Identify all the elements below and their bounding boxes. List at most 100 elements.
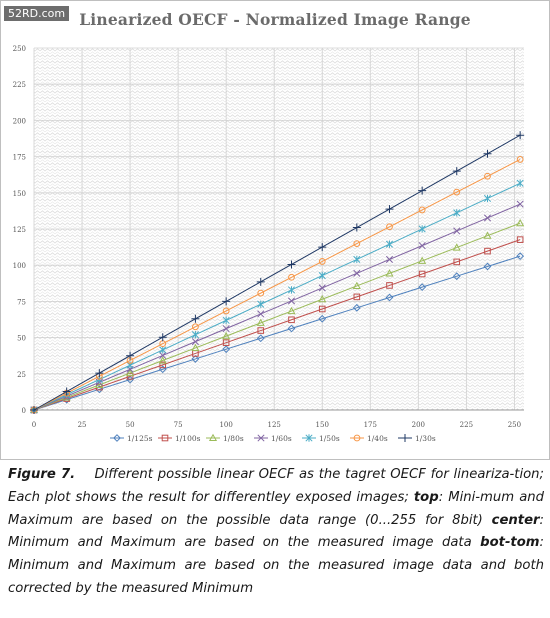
data-point xyxy=(385,205,394,214)
data-point xyxy=(318,314,327,323)
x-tick-label: 125 xyxy=(268,421,281,429)
data-point xyxy=(353,255,361,264)
data-point xyxy=(483,194,492,203)
legend-item: 1/100s xyxy=(158,434,201,443)
data-point xyxy=(385,255,394,264)
data-point xyxy=(126,351,135,360)
data-point xyxy=(318,294,327,303)
data-point xyxy=(126,375,134,384)
data-point xyxy=(353,293,361,301)
y-tick-label: 225 xyxy=(13,81,26,89)
data-point xyxy=(453,227,461,235)
line-chart: 0 25 50 75 100 125 150 175 200 225 250 0 25 50 75 100 12… xyxy=(13,45,525,443)
y-tick-label: 150 xyxy=(13,190,26,198)
legend-marker xyxy=(161,434,169,442)
y-tick-label: 50 xyxy=(17,335,26,343)
legend-item: 1/50s xyxy=(302,434,340,443)
data-point xyxy=(453,209,461,217)
legend-label: 1/30s xyxy=(415,434,436,443)
y-tick-label: 0 xyxy=(22,407,26,415)
data-point xyxy=(256,334,265,343)
legend-item: 1/40s xyxy=(350,434,388,443)
data-point xyxy=(257,327,265,334)
data-point xyxy=(318,284,326,292)
data-point xyxy=(516,252,525,261)
data-point xyxy=(191,343,200,352)
data-point xyxy=(386,223,393,231)
data-point xyxy=(418,186,427,195)
data-point xyxy=(452,272,461,281)
legend-marker xyxy=(353,434,361,442)
data-point xyxy=(287,306,296,315)
data-point xyxy=(318,258,326,265)
x-tick-label: 0 xyxy=(32,421,36,429)
data-point xyxy=(287,260,296,269)
data-point xyxy=(516,179,524,187)
data-point xyxy=(452,243,461,251)
caption-segment: Different possible linear OECF as the ta… xyxy=(8,467,544,505)
data-point xyxy=(288,273,295,281)
legend-marker xyxy=(401,434,409,442)
data-point xyxy=(318,271,326,280)
data-point xyxy=(483,214,492,222)
legend-label: 1/50s xyxy=(319,434,340,443)
data-point xyxy=(288,316,295,324)
legend-marker xyxy=(257,434,265,442)
x-tick-label: 200 xyxy=(412,421,425,429)
y-tick-label: 100 xyxy=(13,262,26,270)
data-point xyxy=(222,297,231,306)
data-point xyxy=(159,361,167,369)
data-point xyxy=(222,316,230,325)
caption-keyword: center xyxy=(491,512,540,528)
series-line xyxy=(33,203,521,411)
figure-label: Figure 7. xyxy=(8,467,76,482)
data-point xyxy=(257,310,265,318)
caption-segment: : Minimum and Maximum are based on the m… xyxy=(8,535,544,596)
data-point xyxy=(256,277,265,286)
data-point xyxy=(385,240,394,248)
data-point xyxy=(418,206,426,214)
x-tick-label: 75 xyxy=(174,421,183,429)
series-line xyxy=(33,182,521,411)
series-line xyxy=(33,158,521,411)
data-point xyxy=(483,231,492,239)
data-point xyxy=(30,406,38,414)
caption-segment: : Mini-mum and Maximum are based on the … xyxy=(8,489,544,528)
data-point xyxy=(287,286,296,294)
legend-item: 1/60s xyxy=(254,434,292,443)
data-point xyxy=(287,297,296,305)
series-1/125s xyxy=(30,252,525,414)
data-point xyxy=(484,247,491,255)
data-point xyxy=(385,293,394,302)
data-point xyxy=(352,281,361,289)
data-point xyxy=(158,333,167,342)
data-point xyxy=(318,243,327,252)
legend-item: 1/125s xyxy=(110,434,153,443)
y-tick-label: 175 xyxy=(13,154,26,162)
series-line xyxy=(33,255,521,411)
data-point xyxy=(191,331,199,339)
data-point xyxy=(192,323,199,331)
data-point xyxy=(418,283,427,292)
data-point xyxy=(418,242,426,250)
watermark-badge: 52RD.com xyxy=(4,6,70,21)
x-tick-label: 225 xyxy=(460,421,473,429)
data-point xyxy=(222,325,230,333)
legend-label: 1/40s xyxy=(367,434,388,443)
data-point xyxy=(418,256,427,264)
data-point xyxy=(95,369,104,378)
data-point xyxy=(287,324,296,333)
x-tick-label: 175 xyxy=(364,421,377,429)
data-point xyxy=(222,339,230,346)
legend-item: 1/30s xyxy=(398,434,436,443)
y-tick-label: 75 xyxy=(17,298,26,306)
data-point xyxy=(453,258,461,266)
data-point xyxy=(222,307,230,315)
data-point xyxy=(516,156,524,163)
legend-label: 1/100s xyxy=(175,434,201,443)
y-tick-label: 125 xyxy=(13,226,26,234)
legend-marker xyxy=(305,434,313,442)
caption-keyword: bot-tom xyxy=(480,535,540,551)
series-line xyxy=(33,222,521,411)
data-point xyxy=(483,262,492,271)
